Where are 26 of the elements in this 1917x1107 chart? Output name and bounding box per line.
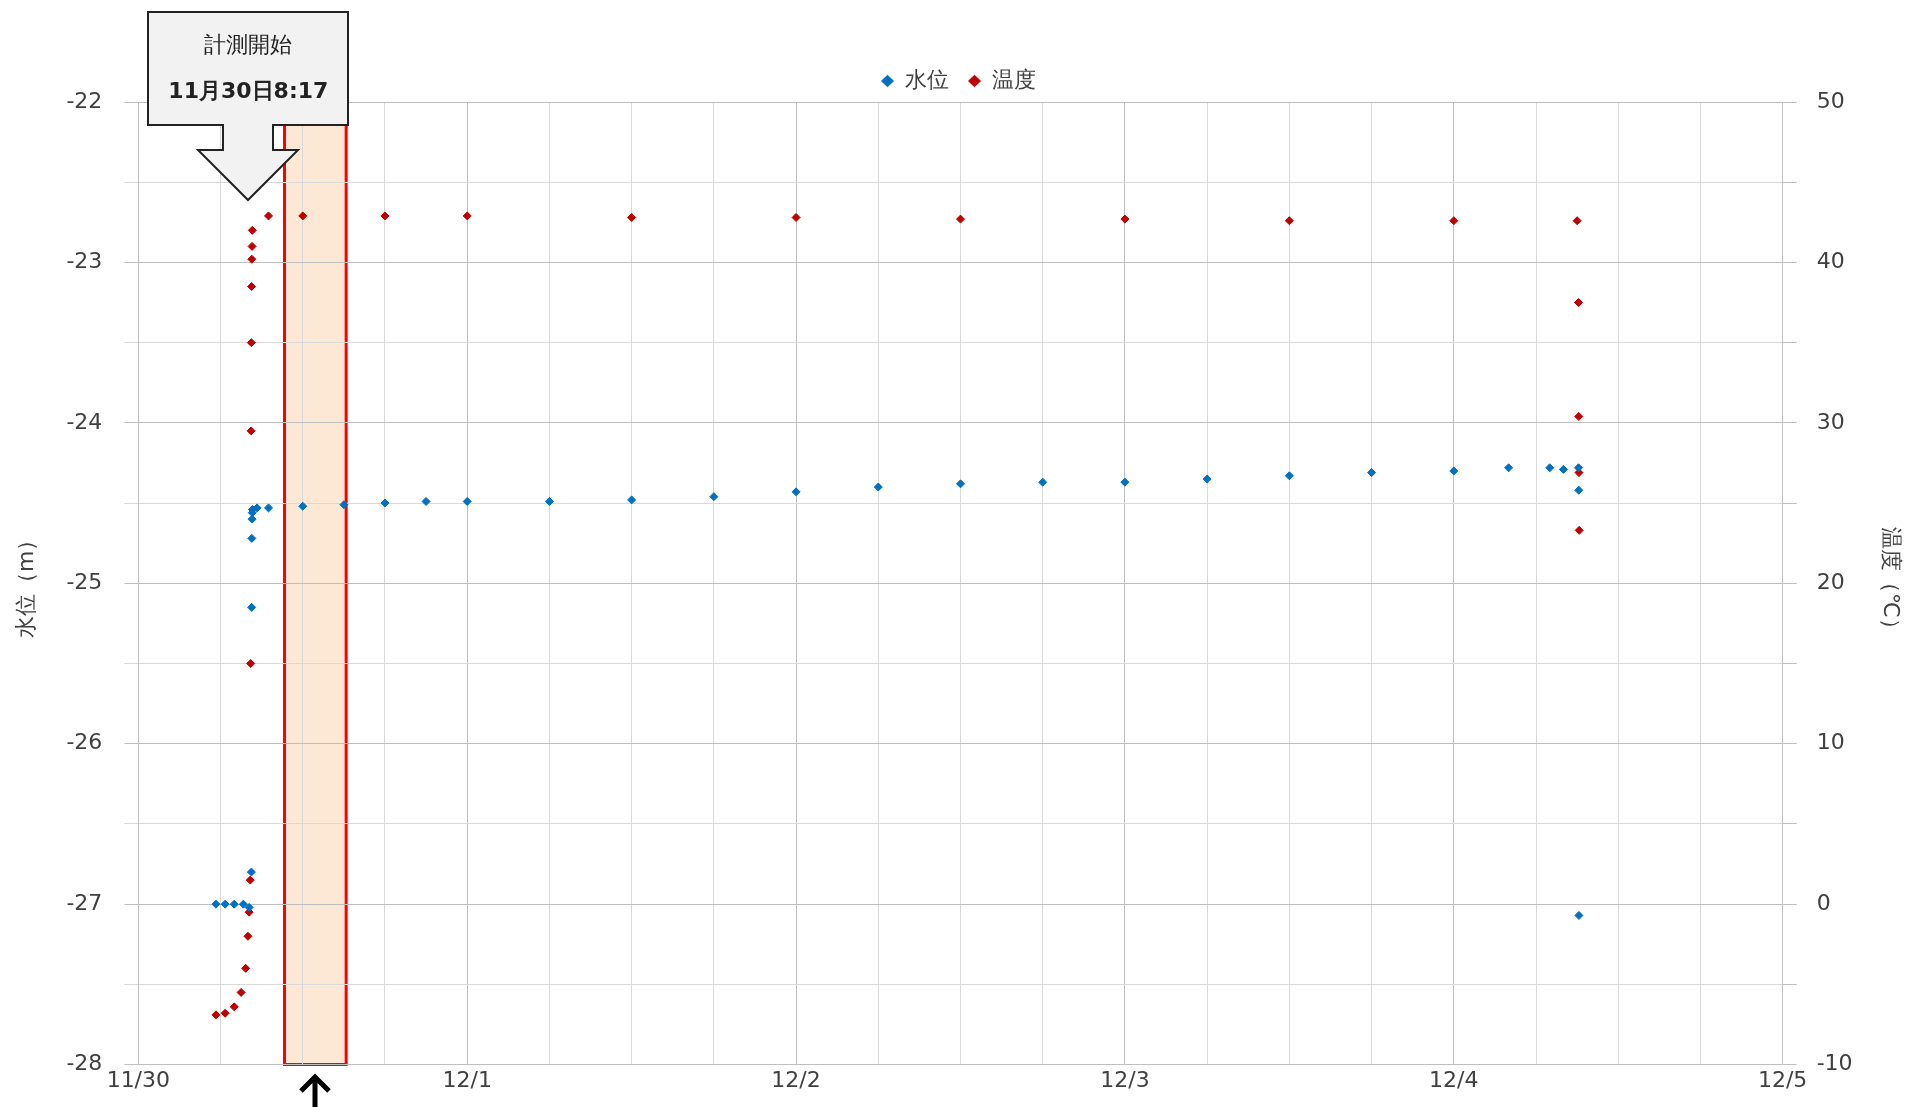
y-tick-label: -24 bbox=[66, 408, 103, 434]
x-tick-label: 11/30 bbox=[106, 1066, 171, 1092]
annotation: 11月30日8:17 bbox=[168, 77, 329, 105]
y2-tick-label: 10 bbox=[1816, 729, 1845, 755]
y-tick-label: -26 bbox=[66, 729, 103, 755]
x-tick-label: 12/2 bbox=[771, 1066, 821, 1092]
y-tick-label: -23 bbox=[66, 248, 103, 274]
y2-tick-label: 0 bbox=[1816, 889, 1831, 915]
y2-tick-label: -10 bbox=[1816, 1050, 1853, 1076]
y2-axis-title: 温度（℃） bbox=[1879, 526, 1905, 640]
y-tick-label: -22 bbox=[66, 87, 103, 113]
x-tick-label: 12/1 bbox=[442, 1066, 492, 1092]
x-tick-label: 12/3 bbox=[1100, 1066, 1150, 1092]
y2-tick-label: 30 bbox=[1816, 408, 1845, 434]
y2-tick-label: 40 bbox=[1816, 248, 1845, 274]
y2-tick-label: 50 bbox=[1816, 87, 1845, 113]
y-tick-label: -25 bbox=[66, 569, 103, 595]
x-tick-label: 12/4 bbox=[1429, 1066, 1479, 1092]
text: 計測開始 bbox=[204, 31, 293, 59]
legend-label: 温度 bbox=[991, 66, 1036, 92]
y-tick-label: -27 bbox=[66, 889, 103, 915]
legend-label: 水位 bbox=[904, 66, 949, 92]
x-tick-label: 12/5 bbox=[1757, 1066, 1808, 1092]
y-tick-label: -28 bbox=[66, 1050, 103, 1076]
y-axis-title: 水位（m） bbox=[12, 528, 38, 639]
y2-tick-label: 20 bbox=[1816, 569, 1845, 595]
